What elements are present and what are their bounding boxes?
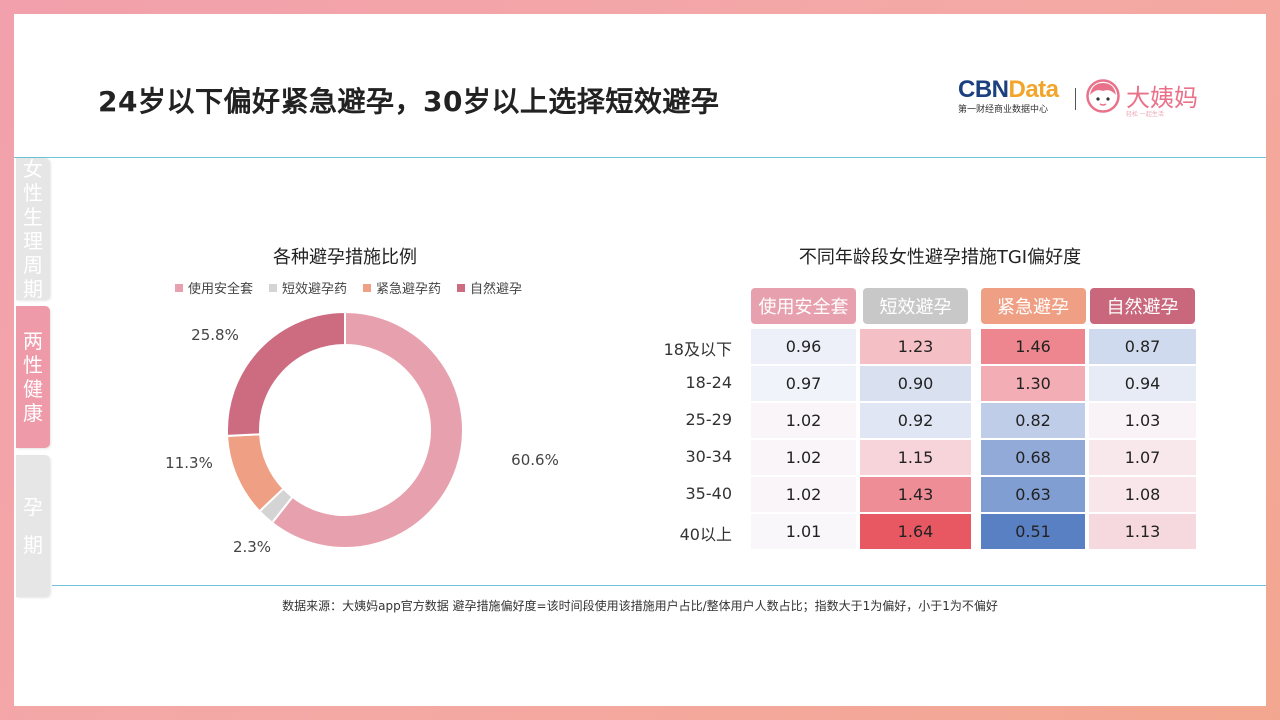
legend-swatch	[457, 283, 466, 292]
dayima-logo: 大姨妈 轻松 一起生活	[1086, 78, 1198, 118]
tgi-cell: 1.13	[1089, 514, 1196, 549]
tgi-chart-title: 不同年龄段女性避孕措施TGI偏好度	[798, 247, 1082, 268]
side-tab-char: 女	[23, 157, 43, 181]
side-tab-char: 健	[23, 377, 43, 401]
donut-slice	[270, 310, 464, 549]
legend-swatch	[175, 283, 183, 292]
tgi-cell: 1.30	[981, 366, 1085, 401]
legend-swatch	[363, 283, 372, 292]
tgi-cell: 1.43	[860, 477, 971, 512]
tgi-cell: 0.82	[981, 403, 1085, 438]
tgi-column-header: 自然避孕	[1090, 288, 1195, 324]
tgi-cell: 0.87	[1089, 329, 1196, 364]
tgi-cell: 1.46	[981, 329, 1085, 364]
side-tab-char: 期	[23, 533, 43, 557]
side-tab-sexual-health[interactable]: 两 性 健 康	[16, 306, 50, 448]
cbndata-logo-text-a: CBN	[958, 76, 1009, 103]
tgi-row-label: 30-34	[685, 447, 733, 466]
tgi-row-label: 25-29	[685, 410, 733, 429]
dayima-face-icon	[1086, 78, 1120, 113]
side-tab-char: 理	[23, 229, 43, 253]
tgi-cell: 0.51	[981, 514, 1085, 549]
legend-swatch	[269, 283, 278, 292]
legend-label: 自然避孕	[470, 282, 523, 297]
tgi-cell: 1.07	[1089, 440, 1196, 475]
donut-legend: 使用安全套 短效避孕药 紧急避孕药 自然避孕	[175, 278, 538, 297]
legend-label: 短效避孕药	[282, 282, 348, 297]
header-divider	[14, 157, 1266, 158]
side-tab-menstrual[interactable]: 女 性 生 理 周 期	[16, 157, 50, 301]
legend-item: 使用安全套	[175, 278, 253, 297]
side-tab-char: 期	[23, 277, 43, 301]
tgi-cell: 1.64	[860, 514, 971, 549]
donut-chart: 60.6% 2.3% 11.3% 25.8%	[165, 310, 559, 556]
tgi-column-header: 紧急避孕	[980, 288, 1086, 324]
tgi-column-header: 短效避孕	[863, 288, 968, 324]
side-tab-char: 生	[23, 205, 43, 229]
tgi-row-label: 18-24	[685, 373, 733, 392]
page-title: 24岁以下偏好紧急避孕，30岁以上选择短效避孕	[98, 85, 720, 118]
tgi-column-header: 使用安全套	[751, 288, 856, 324]
side-tab-pregnancy[interactable]: 孕 期	[16, 455, 50, 597]
tgi-cell: 1.15	[860, 440, 971, 475]
legend-label: 紧急避孕药	[376, 282, 442, 297]
legend-label: 使用安全套	[188, 282, 254, 297]
tgi-cell: 1.03	[1089, 403, 1196, 438]
side-tab-char: 孕	[23, 495, 43, 519]
tgi-cell: 0.94	[1089, 366, 1196, 401]
legend-item: 自然避孕	[457, 278, 522, 297]
side-tab-char: 性	[23, 353, 43, 377]
donut-value-label: 2.3%	[233, 538, 271, 556]
tgi-cell: 1.01	[751, 514, 856, 549]
tgi-cell: 0.68	[981, 440, 1085, 475]
side-tab-char: 两	[23, 329, 43, 353]
tgi-cell: 1.08	[1089, 477, 1196, 512]
tgi-row-label: 35-40	[685, 484, 733, 503]
tgi-cell: 1.23	[860, 329, 971, 364]
donut-value-label: 25.8%	[191, 326, 239, 344]
tgi-row-label: 40以上	[679, 525, 732, 544]
legend-item: 紧急避孕药	[363, 278, 441, 297]
tgi-cell: 1.02	[751, 403, 856, 438]
tgi-cell: 0.63	[981, 477, 1085, 512]
tgi-cell: 1.02	[751, 440, 856, 475]
cbndata-logo-text-b: Data	[1008, 76, 1060, 103]
side-tab-char: 周	[23, 253, 43, 277]
footer-divider	[52, 585, 1266, 586]
cbndata-logo-subtitle: 第一财经商业数据中心	[958, 105, 1049, 115]
source-note: 数据来源：大姨妈app官方数据 避孕措施偏好度=该时间段使用该措施用户占比/整体…	[282, 599, 998, 613]
tgi-cell: 0.92	[860, 403, 971, 438]
logo-divider	[1075, 88, 1076, 110]
dayima-logo-subtitle: 轻松 一起生活	[1126, 111, 1164, 118]
donut-slice	[226, 310, 346, 437]
tgi-cell: 1.02	[751, 477, 856, 512]
legend-item: 短效避孕药	[269, 278, 347, 297]
donut-value-label: 11.3%	[165, 454, 213, 472]
side-tab-char: 康	[23, 401, 43, 425]
tgi-row-label: 18及以下	[663, 340, 732, 359]
tgi-cell: 0.97	[751, 366, 856, 401]
cbndata-logo: CBNData 第一财经商业数据中心	[958, 76, 1059, 115]
tgi-cell: 0.90	[860, 366, 971, 401]
dayima-logo-text: 大姨妈	[1126, 84, 1198, 112]
side-tab-char: 性	[23, 181, 43, 205]
donut-chart-title: 各种避孕措施比例	[273, 247, 417, 268]
donut-value-label: 60.6%	[511, 451, 559, 469]
tgi-cell: 0.96	[751, 329, 856, 364]
